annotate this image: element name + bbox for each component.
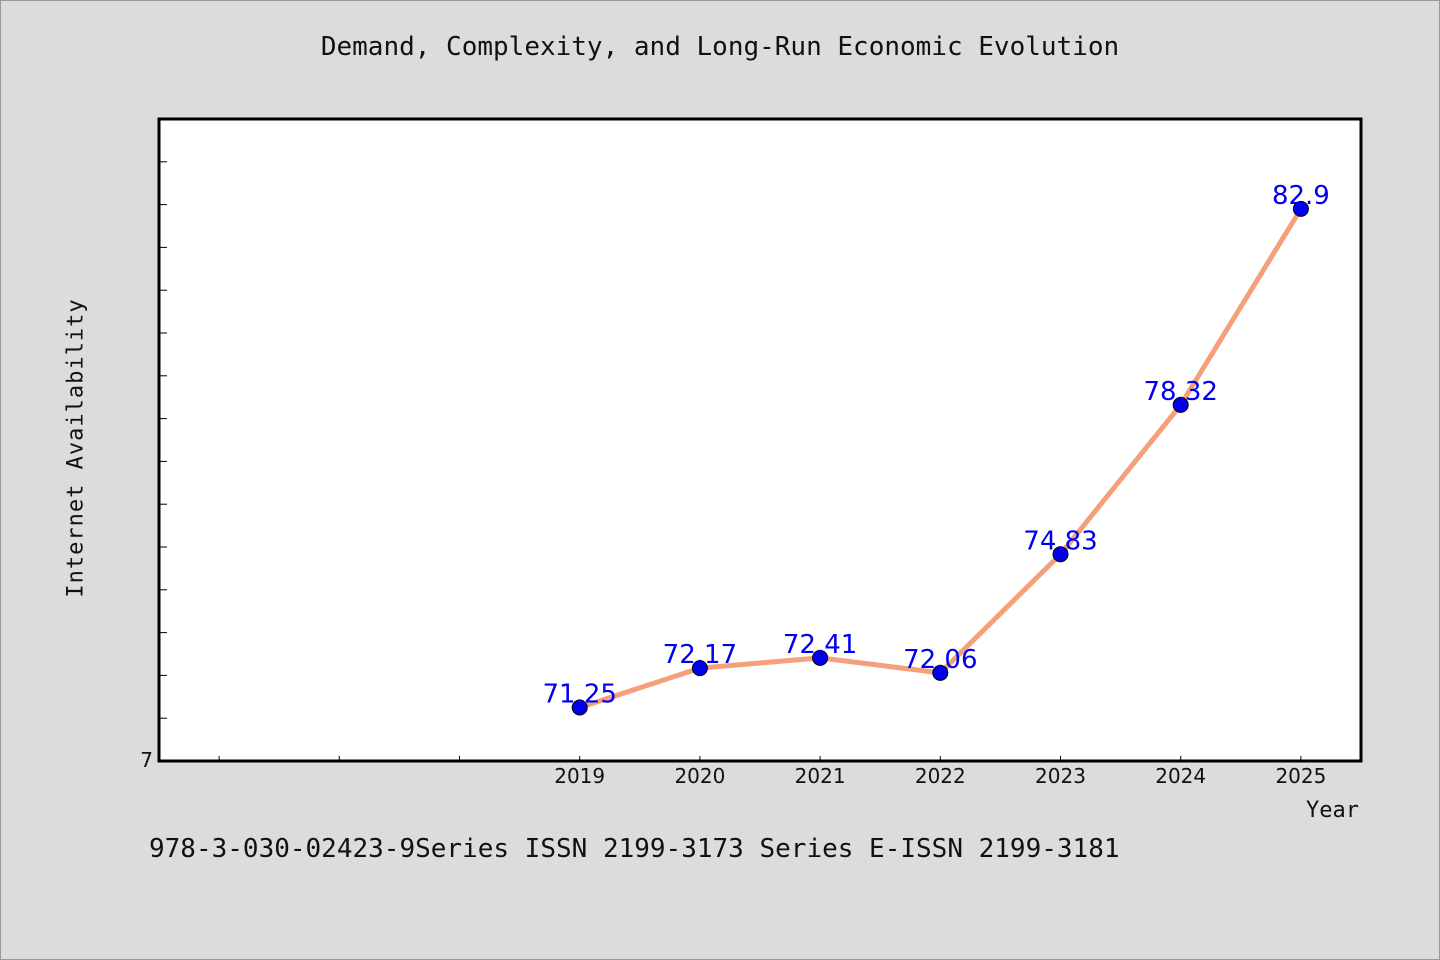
x-tick-label: 2022 bbox=[915, 764, 966, 788]
data-label: 72.41 bbox=[783, 630, 857, 660]
x-tick-label: 2023 bbox=[1035, 764, 1086, 788]
chart-title: Demand, Complexity, and Long-Run Economi… bbox=[320, 32, 1120, 62]
footer-isbn-text: 978-3-030-02423-9Series ISSN 2199-3173 S… bbox=[149, 834, 1120, 864]
data-point-marker bbox=[571, 699, 588, 716]
data-point-marker bbox=[1052, 546, 1069, 563]
data-label: 78.32 bbox=[1143, 377, 1217, 407]
data-point-marker bbox=[812, 649, 829, 666]
plot-border bbox=[157, 117, 1363, 763]
plot-area bbox=[159, 119, 1361, 761]
data-label: 74.83 bbox=[1023, 526, 1097, 556]
x-tick-label: 2019 bbox=[554, 764, 605, 788]
series-group: 71.25 72.17 72.41 72.06 74.83 78.32 82.9 bbox=[542, 181, 1330, 716]
data-point-marker bbox=[691, 660, 708, 677]
data-label: 82.9 bbox=[1272, 181, 1330, 211]
data-label: 72.17 bbox=[663, 640, 737, 670]
data-label: 71.25 bbox=[542, 680, 616, 710]
data-point-marker bbox=[1172, 396, 1189, 413]
y-tick-label: 7 bbox=[140, 748, 153, 772]
x-axis-title: Year bbox=[1306, 798, 1359, 823]
x-tick-label: 2021 bbox=[795, 764, 846, 788]
data-label: 72.06 bbox=[903, 645, 977, 675]
data-point-marker bbox=[932, 664, 949, 681]
x-axis-ticks: 2019 2020 2021 2022 2023 2024 2025 bbox=[218, 756, 1326, 788]
x-tick-label: 2024 bbox=[1155, 764, 1206, 788]
x-tick-label: 2020 bbox=[674, 764, 725, 788]
x-tick-label: 2025 bbox=[1275, 764, 1326, 788]
data-point-marker bbox=[1292, 200, 1309, 217]
